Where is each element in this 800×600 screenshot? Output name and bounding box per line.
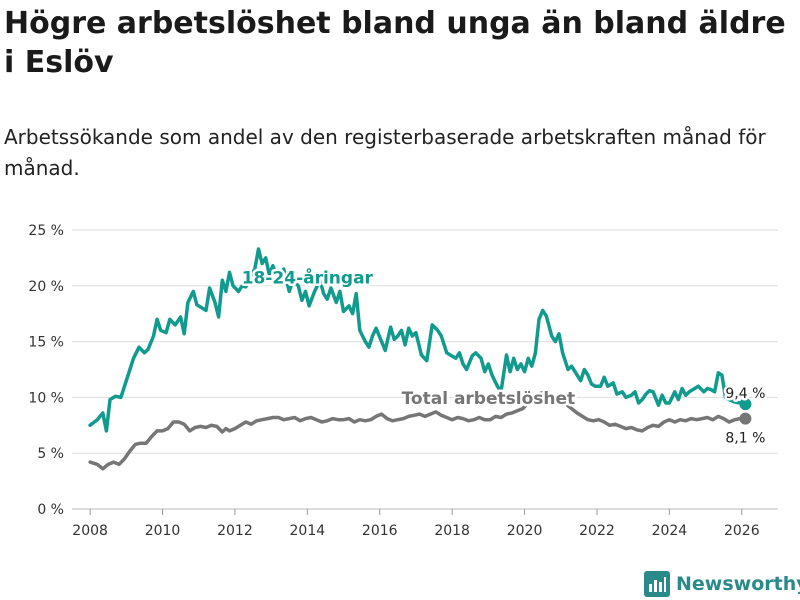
series-endpoint-youth xyxy=(739,398,752,411)
x-tick-label: 2024 xyxy=(652,523,688,539)
series-line-total xyxy=(88,390,748,471)
y-tick-label: 5 % xyxy=(37,446,64,462)
x-tick-label: 2012 xyxy=(217,523,253,539)
x-tick-label: 2026 xyxy=(724,523,760,539)
axes: 0 % 5 % 10 % 15 % 20 % 25 % 2008 2010 2012 2014 20… xyxy=(28,223,759,539)
series-line-youth xyxy=(88,247,748,433)
y-tick-label: 15 % xyxy=(28,335,64,351)
series-label-total-halo: Total arbetslöshet xyxy=(402,389,576,409)
x-tick-label: 2018 xyxy=(434,523,470,539)
x-tick-label: 2010 xyxy=(145,523,181,539)
y-tick-label: 20 % xyxy=(28,279,64,295)
x-tick-label: 2022 xyxy=(579,523,615,539)
chart-title: Högre arbetslöshet bland unga än bland ä… xyxy=(4,6,786,80)
end-label-total: 8,1 % xyxy=(725,431,765,447)
gridlines xyxy=(72,229,778,510)
x-tick-label: 2008 xyxy=(72,523,108,539)
chart-subtitle: Arbetssökande som andel av den registerb… xyxy=(4,125,766,180)
x-tick-label: 2014 xyxy=(290,523,326,539)
brand-logo: Newsworthy xyxy=(644,570,800,598)
series-label-youth-halo: 18-24-åringar xyxy=(242,267,374,289)
y-tick-label: 10 % xyxy=(28,390,64,406)
series-endpoint-total xyxy=(739,412,752,425)
series-lines xyxy=(88,247,752,471)
x-tick-label: 2016 xyxy=(362,523,398,539)
end-label-youth: 9,4 % xyxy=(725,386,765,402)
series-label-total: Total arbetslöshet xyxy=(402,389,576,409)
y-tick-label: 0 % xyxy=(37,502,64,518)
series-label-youth: 18-24-åringar xyxy=(242,267,374,289)
newsworthy-logo-icon xyxy=(644,571,670,597)
line-chart: 0 % 5 % 10 % 15 % 20 % 25 % 2008 2010 2012 2014 20… xyxy=(28,223,778,539)
end-label-youth-halo: 9,4 % xyxy=(725,386,765,402)
x-tick-label: 2020 xyxy=(507,523,543,539)
brand-name: Newsworthy xyxy=(676,573,800,595)
y-tick-label: 25 % xyxy=(28,223,64,239)
end-label-total-halo: 8,1 % xyxy=(725,431,765,447)
